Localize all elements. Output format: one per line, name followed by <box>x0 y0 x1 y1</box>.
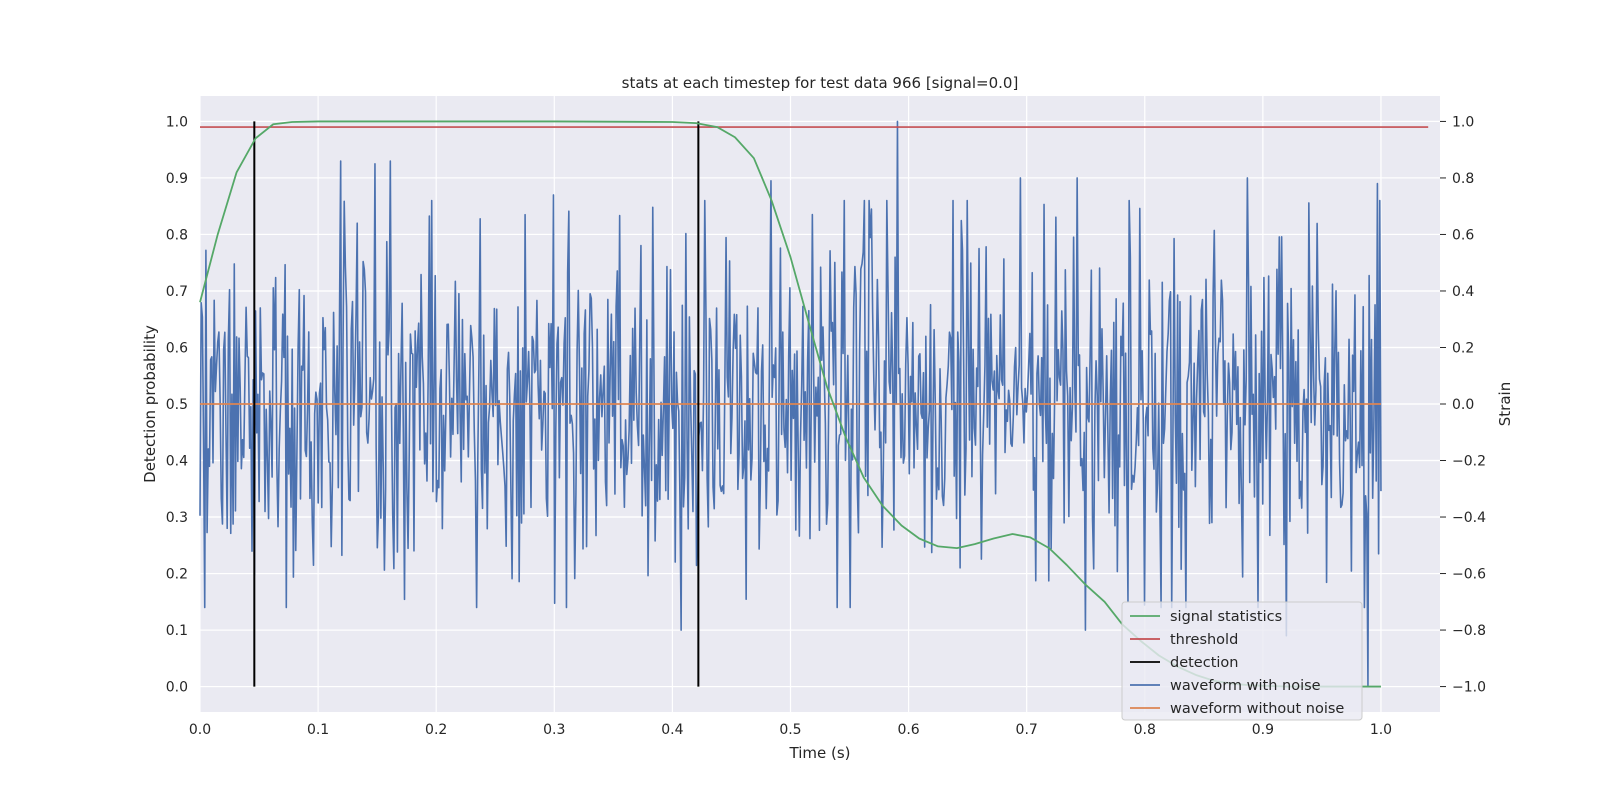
y-axis-label: Detection probability <box>141 325 159 483</box>
y-tick-label: 0.7 <box>166 284 188 300</box>
y-right-tick-label: 0.6 <box>1452 227 1474 243</box>
y-tick-label: 0.0 <box>166 680 188 696</box>
x-tick-label: 0.9 <box>1252 722 1274 738</box>
legend-box <box>1121 601 1363 721</box>
y-tick-label: 0.1 <box>166 623 188 639</box>
y-tick-label: 0.8 <box>166 227 188 243</box>
y-tick-label: 0.2 <box>166 567 188 583</box>
x-tick-label: 0.3 <box>543 722 565 738</box>
y-tick-label: 0.4 <box>166 454 188 470</box>
legend: signal statistics threshold detection wa… <box>1121 601 1363 721</box>
x-tick-label: 1.0 <box>1370 722 1392 738</box>
x-tick-label: 0.0 <box>189 722 211 738</box>
x-tick-label: 0.6 <box>897 722 919 738</box>
y-right-tick-label: −0.6 <box>1452 567 1486 583</box>
x-tick-label: 0.1 <box>307 722 329 738</box>
tick-labels: 0.0 0.1 0.2 0.3 0.4 0.5 0.6 0.7 0.8 0.9 1.0 0.0 0.1 0… <box>166 114 1486 738</box>
y-right-tick-label: −0.4 <box>1452 510 1486 526</box>
x-tick-label: 0.5 <box>779 722 801 738</box>
legend-label-signal-statistics: signal statistics <box>1170 609 1282 625</box>
y-right-tick-label: −0.8 <box>1452 623 1486 639</box>
series-waveform-with-noise <box>199 120 1382 688</box>
chart-title: stats at each timestep for test data 966… <box>622 74 1019 92</box>
y-right-tick-label: 0.0 <box>1452 397 1474 413</box>
x-tick-label: 0.7 <box>1016 722 1038 738</box>
x-tick-label: 0.8 <box>1134 722 1156 738</box>
y-right-tick-label: 0.2 <box>1452 340 1474 356</box>
y-tick-label: 0.3 <box>166 510 188 526</box>
series-layer <box>199 120 1429 688</box>
legend-label-detection: detection <box>1170 655 1238 671</box>
right-y-axis-label: Strain <box>1496 382 1514 426</box>
legend-label-waveform-with-noise: waveform with noise <box>1170 678 1321 694</box>
y-tick-label: 1.0 <box>166 114 188 130</box>
y-tick-label: 0.5 <box>166 397 188 413</box>
y-right-tick-label: 0.8 <box>1452 171 1474 187</box>
legend-label-waveform-without-noise: waveform without noise <box>1170 701 1344 717</box>
legend-label-threshold: threshold <box>1170 632 1238 648</box>
x-axis-label: Time (s) <box>789 744 851 762</box>
y-right-tick-label: −0.2 <box>1452 454 1486 470</box>
y-right-tick-label: −1.0 <box>1452 680 1486 696</box>
x-tick-label: 0.2 <box>425 722 447 738</box>
y-right-tick-label: 0.4 <box>1452 284 1474 300</box>
y-tick-label: 0.6 <box>166 340 188 356</box>
y-tick-label: 0.9 <box>166 171 188 187</box>
x-tick-label: 0.4 <box>661 722 683 738</box>
y-right-tick-label: 1.0 <box>1452 114 1474 130</box>
